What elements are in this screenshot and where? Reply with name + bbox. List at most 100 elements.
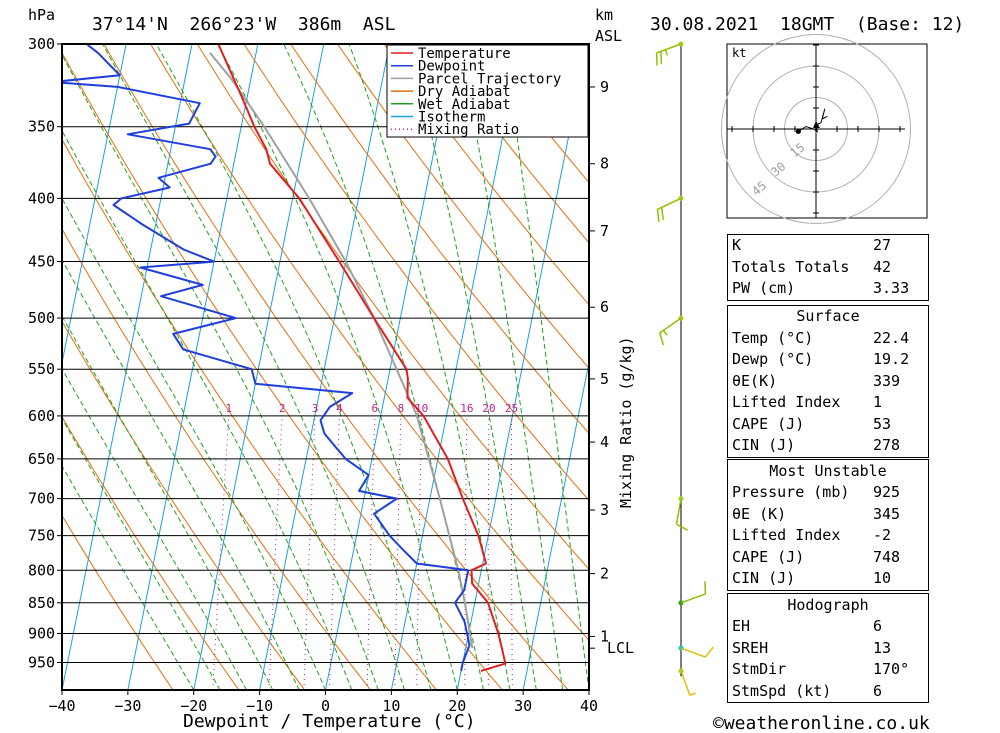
pressure-tick-label: 500 — [28, 309, 55, 327]
x-tick-label: 30 — [514, 697, 532, 715]
pressure-tick-label: 950 — [28, 653, 55, 671]
index-label: Totals Totals — [732, 257, 850, 276]
index-value: 6 — [873, 617, 883, 635]
dry-adiabat-line — [62, 320, 306, 690]
index-value: 42 — [873, 257, 892, 276]
dewpoint-line — [62, 44, 471, 672]
pressure-tick-label: 350 — [28, 118, 55, 136]
wind-barb-shaft — [680, 647, 706, 658]
index-row: PW (cm) 3.33 — [728, 278, 928, 300]
datetime-label: 30.08.2021 18GMT (Base: 12) — [650, 14, 964, 35]
temperature-line — [217, 44, 507, 672]
parcel-trajectory-line — [209, 52, 474, 649]
mixing-ratio-line — [212, 415, 230, 690]
axes: −40 −30 −20 −10 0 10 20 30 40 300 350 400 450 500 550 6… — [28, 35, 634, 715]
hodograph-unit-label: kt — [732, 46, 746, 60]
index-value: 748 — [873, 547, 901, 566]
mixing-ratio-tick-label: 8 — [398, 402, 405, 415]
pressure-tick-label: 600 — [28, 407, 55, 425]
index-label: CIN (J) — [732, 569, 796, 588]
index-label: θE(K) — [732, 371, 778, 390]
plot-border — [61, 43, 590, 691]
index-label: K — [732, 236, 742, 254]
mixing-ratio-tick-label: 3 — [312, 402, 319, 415]
index-label: CAPE (J) — [732, 547, 805, 566]
dry-adiabat-line — [383, 44, 589, 306]
index-value: 13 — [873, 638, 892, 657]
dry-adiabat-line — [150, 44, 589, 641]
wet-adiabat-line — [155, 44, 432, 690]
dry-adiabat-line — [103, 44, 569, 690]
wind-barb-flag — [660, 207, 664, 220]
index-label: Lifted Index — [732, 526, 841, 545]
pressure-tick-label: 800 — [28, 561, 55, 579]
surface-index-row: CIN (J) 278 — [728, 435, 928, 457]
legend-entry: Isotherm — [418, 110, 485, 126]
wet-adiabat-line — [102, 44, 406, 690]
hpa-unit-label: hPa — [28, 6, 55, 24]
legend-entry: Temperature — [418, 46, 511, 62]
pressure-tick-label: 650 — [28, 450, 55, 468]
most-unstable-index-row: Lifted Index -2 — [728, 525, 928, 547]
wind-barb-shaft — [659, 317, 682, 334]
km-tick-label: 4 — [600, 433, 609, 451]
most-unstable-index-row: CIN (J) 10 — [728, 568, 928, 590]
isotherm-line — [193, 44, 325, 690]
index-value: 345 — [873, 504, 901, 523]
wet-adiabat-line — [62, 258, 300, 690]
mixing-ratio-line — [510, 415, 513, 690]
mixing-ratio-tick-label: 20 — [482, 402, 495, 415]
mixing-ratio-tick-label: 2 — [279, 402, 286, 415]
legend-entry: Mixing Ratio — [418, 122, 519, 138]
pressure-tick-label: 550 — [28, 360, 55, 378]
hodograph-index-row: SREH 13 — [728, 638, 928, 660]
index-label: Dewp (°C) — [732, 350, 814, 369]
surface-index-row: Temp (°C) 22.4 — [728, 328, 928, 350]
pressure-tick-label: 700 — [28, 490, 55, 508]
mixing-ratio-labels: 1 2 3 4 6 8 10 16 20 25 — [225, 402, 518, 415]
pressure-tick-label: 300 — [28, 35, 55, 53]
profiles — [62, 44, 507, 672]
index-row: K 27 — [728, 235, 928, 257]
dry-adiabat-line — [62, 228, 371, 690]
mixing-ratio-tick-label: 1 — [225, 402, 232, 415]
wind-barb-shaft — [680, 593, 706, 604]
isotherm-line — [62, 44, 193, 690]
index-label: CAPE (J) — [732, 414, 805, 433]
surface-index-row: Lifted Index 1 — [728, 392, 928, 414]
wind-barb-shaft — [675, 498, 682, 525]
x-axis-title: Dewpoint / Temperature (°C) — [183, 711, 476, 732]
mixing-ratio-line — [487, 415, 490, 690]
surface-index-row: Dewp (°C) 19.2 — [728, 349, 928, 371]
mixing-ratio-line — [268, 415, 283, 690]
wind-barb-half — [662, 329, 668, 336]
km-unit-label: km — [595, 6, 613, 24]
index-label: Pressure (mb) — [732, 483, 850, 501]
wind-barb-flag — [704, 646, 714, 658]
indices-most-unstable-table: Most Unstable Pressure (mb) 925 θE (K) 345 L… — [727, 459, 929, 591]
hodograph-start-dot — [795, 129, 801, 135]
index-label: StmDir — [732, 660, 787, 679]
wet-adiabat-line — [503, 44, 589, 690]
index-label: EH — [732, 617, 751, 635]
index-label: SREH — [732, 638, 769, 657]
x-tick-label: 40 — [580, 697, 598, 715]
wet-adiabat-line — [217, 44, 458, 690]
mixing-ratio-tick-label: 25 — [505, 402, 518, 415]
legend-entry: Parcel Trajectory — [418, 71, 561, 87]
index-value: 339 — [873, 371, 901, 390]
wind-barb-flag — [658, 332, 665, 346]
isotherm-line — [259, 44, 391, 690]
isotherm-line — [456, 44, 588, 690]
legend-entry: Wet Adiabat — [418, 97, 511, 113]
dry-adiabat-line — [336, 44, 589, 370]
mixing-ratio-tick-label: 16 — [460, 402, 473, 415]
wet-adiabat-line — [62, 129, 353, 690]
x-tick-label: 20 — [448, 697, 466, 715]
index-value: 170° — [873, 660, 910, 679]
x-tick-label: −20 — [180, 697, 207, 715]
km-tick-label: 9 — [600, 78, 609, 96]
wet-adiabat-line — [407, 44, 537, 690]
